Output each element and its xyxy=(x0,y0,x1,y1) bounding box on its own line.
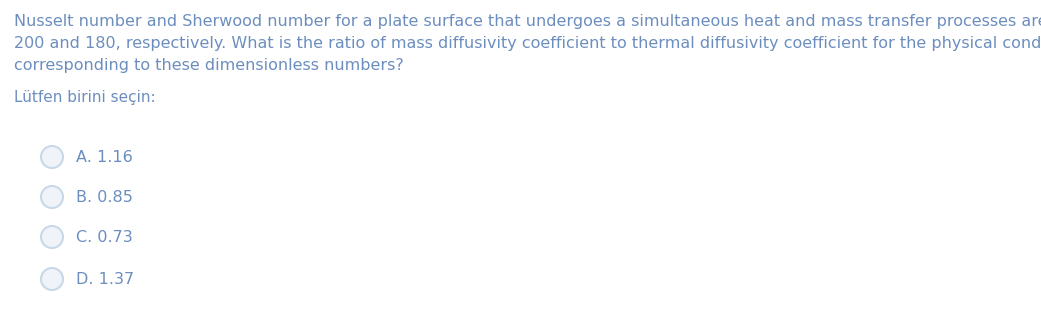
Circle shape xyxy=(41,268,64,290)
Text: B. 0.85: B. 0.85 xyxy=(76,190,133,205)
Text: A. 1.16: A. 1.16 xyxy=(76,150,133,165)
Text: C. 0.73: C. 0.73 xyxy=(76,229,133,245)
Circle shape xyxy=(41,226,64,248)
Circle shape xyxy=(41,186,64,208)
Text: Lütfen birini seçin:: Lütfen birini seçin: xyxy=(14,90,155,105)
Text: Nusselt number and Sherwood number for a plate surface that undergoes a simultan: Nusselt number and Sherwood number for a… xyxy=(14,14,1041,29)
Text: corresponding to these dimensionless numbers?: corresponding to these dimensionless num… xyxy=(14,58,404,73)
Text: D. 1.37: D. 1.37 xyxy=(76,271,134,287)
Circle shape xyxy=(41,146,64,168)
Text: 200 and 180, respectively. What is the ratio of mass diffusivity coefficient to : 200 and 180, respectively. What is the r… xyxy=(14,36,1041,51)
